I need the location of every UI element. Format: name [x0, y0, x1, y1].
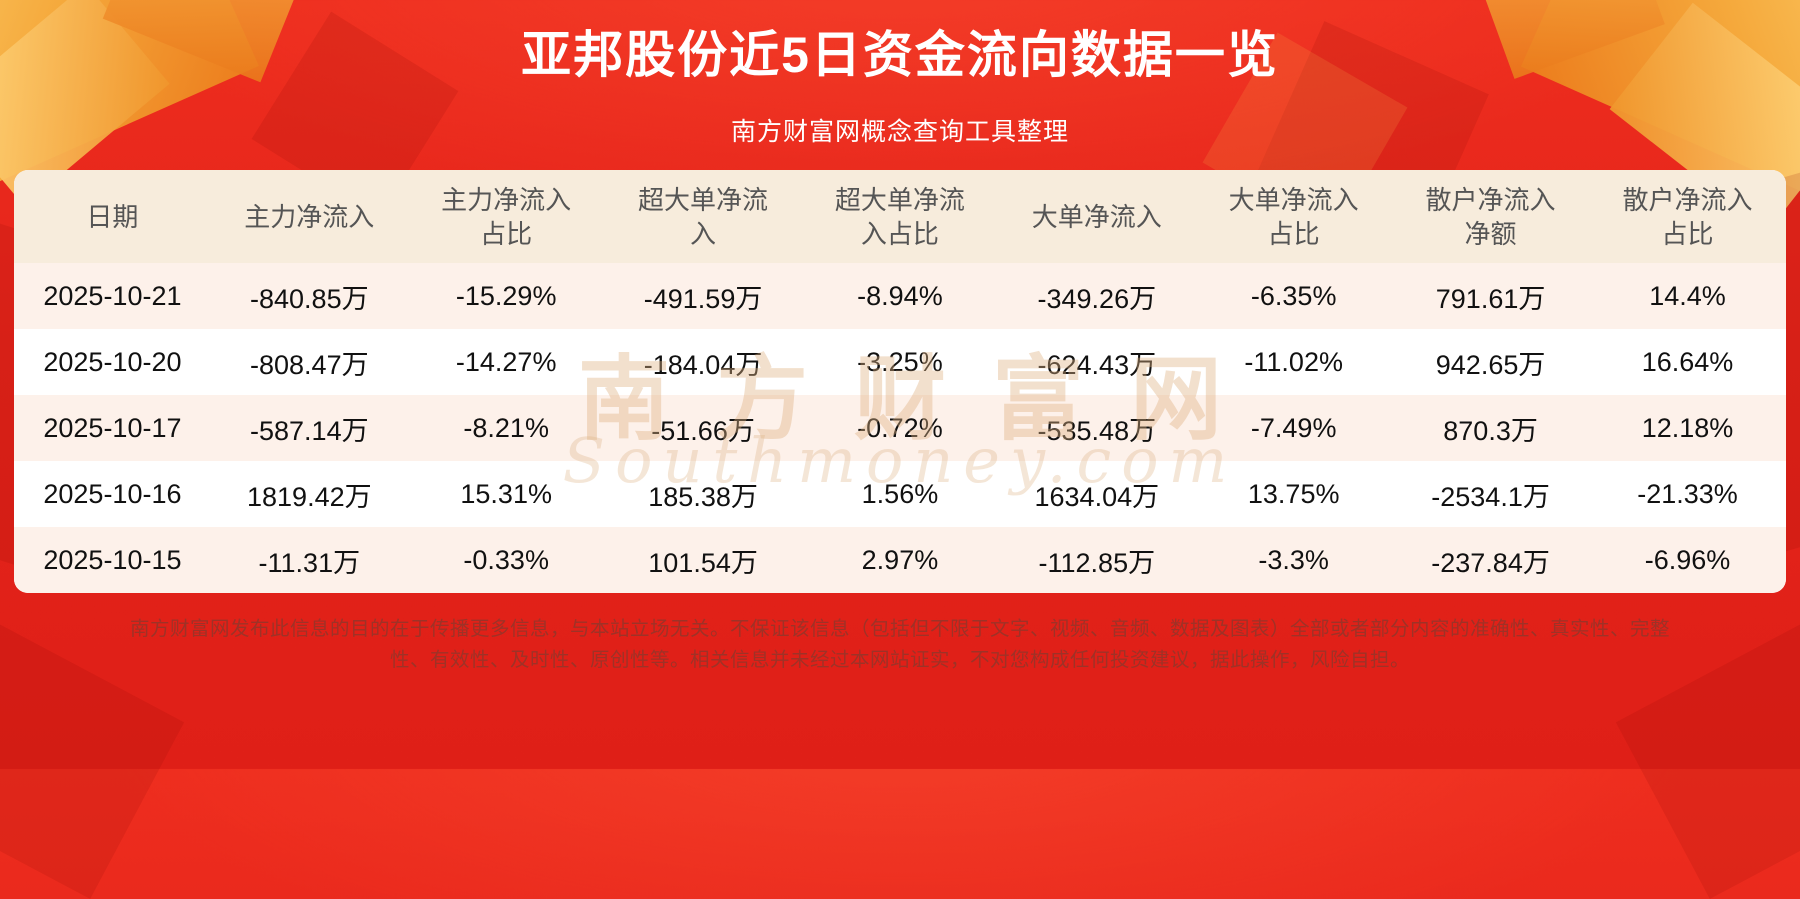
table-cell: -840.85万 [210, 263, 408, 329]
table-cell: 101.54万 [604, 527, 802, 593]
table-cell: -624.43万 [998, 329, 1196, 395]
table-cell: -184.04万 [604, 329, 802, 395]
column-header: 大单净流入占比 [1195, 170, 1393, 263]
table-row: 2025-10-20 -808.47万 -14.27% -184.04万 -3.25% -… [14, 329, 1786, 395]
table-cell: 870.3万 [1392, 395, 1589, 461]
table-cell: -11.31万 [210, 527, 408, 593]
table-cell: 16.64% [1589, 329, 1786, 395]
table-cell: -11.02% [1195, 329, 1393, 395]
column-header: 大单净流入 [998, 170, 1196, 263]
table-cell: -349.26万 [998, 263, 1196, 329]
disclaimer-footer: 南方财富网发布此信息的目的在于传播更多信息，与本站立场无关。不保证该信息（包括但… [0, 614, 1800, 676]
table-cell: -3.25% [801, 329, 999, 395]
table-cell: 1819.42万 [210, 461, 408, 527]
table-cell: 14.4% [1589, 263, 1786, 329]
table-cell: -6.35% [1195, 263, 1393, 329]
table-cell: -0.33% [407, 527, 605, 593]
table-cell: -14.27% [407, 329, 605, 395]
fund-flow-table: 日期 主力净流入 主力净流入占比 超大单净流入 超大单净流入占比 大单净流入 大单净流入占比… [14, 170, 1786, 593]
table-cell: 185.38万 [604, 461, 802, 527]
table-cell: -3.3% [1195, 527, 1393, 593]
table-row: 2025-10-21 -840.85万 -15.29% -491.59万 -8.94% -… [14, 263, 1786, 329]
table-cell: -808.47万 [210, 329, 408, 395]
table-cell: -8.94% [801, 263, 999, 329]
table-cell: -15.29% [407, 263, 605, 329]
fund-flow-table-container: 日期 主力净流入 主力净流入占比 超大单净流入 超大单净流入占比 大单净流入 大单净流入占比… [14, 170, 1786, 593]
table-cell: -2534.1万 [1392, 461, 1589, 527]
table-cell: 2.97% [801, 527, 999, 593]
table-row: 2025-10-17 -587.14万 -8.21% -51.66万 -0.72% -53… [14, 395, 1786, 461]
column-header: 散户净流入占比 [1589, 170, 1786, 263]
table-cell: 791.61万 [1392, 263, 1589, 329]
table-cell: 2025-10-15 [14, 527, 211, 593]
table-cell: 13.75% [1195, 461, 1393, 527]
page-title: 亚邦股份近5日资金流向数据一览 [521, 27, 1279, 83]
table-cell: -535.48万 [998, 395, 1196, 461]
table-cell: -587.14万 [210, 395, 408, 461]
table-cell: -7.49% [1195, 395, 1393, 461]
column-header: 超大单净流入 [604, 170, 802, 263]
table-cell: 2025-10-16 [14, 461, 211, 527]
table-cell: -51.66万 [604, 395, 802, 461]
page-subtitle: 南方财富网概念查询工具整理 [730, 118, 1069, 146]
table-cell: -491.59万 [604, 263, 802, 329]
table-cell: 12.18% [1589, 395, 1786, 461]
table-cell: 942.65万 [1392, 329, 1589, 395]
table-cell: 1634.04万 [998, 461, 1196, 527]
table-cell: -21.33% [1589, 461, 1786, 527]
table-cell: -8.21% [407, 395, 605, 461]
table-cell: 1.56% [801, 461, 999, 527]
table-header-row: 日期 主力净流入 主力净流入占比 超大单净流入 超大单净流入占比 大单净流入 大单净流入占比… [14, 170, 1786, 263]
table-cell: -6.96% [1589, 527, 1786, 593]
table-cell: -0.72% [801, 395, 999, 461]
column-header: 散户净流入净额 [1392, 170, 1589, 263]
column-header: 日期 [14, 170, 211, 263]
table-cell: 2025-10-20 [14, 329, 211, 395]
column-header: 主力净流入占比 [407, 170, 605, 263]
table-cell: -112.85万 [998, 527, 1196, 593]
table-row: 2025-10-15 -11.31万 -0.33% 101.54万 2.97% -112.… [14, 527, 1786, 593]
column-header: 超大单净流入占比 [801, 170, 999, 263]
table-cell: -237.84万 [1392, 527, 1589, 593]
table-row: 2025-10-16 1819.42万 15.31% 185.38万 1.56% 1634… [14, 461, 1786, 527]
column-header: 主力净流入 [210, 170, 408, 263]
disclaimer-text: 南方财富网发布此信息的目的在于传播更多信息，与本站立场无关。不保证该信息（包括但… [129, 618, 1670, 671]
table-cell: 15.31% [407, 461, 605, 527]
table-cell: 2025-10-17 [14, 395, 211, 461]
table-cell: 2025-10-21 [14, 263, 211, 329]
